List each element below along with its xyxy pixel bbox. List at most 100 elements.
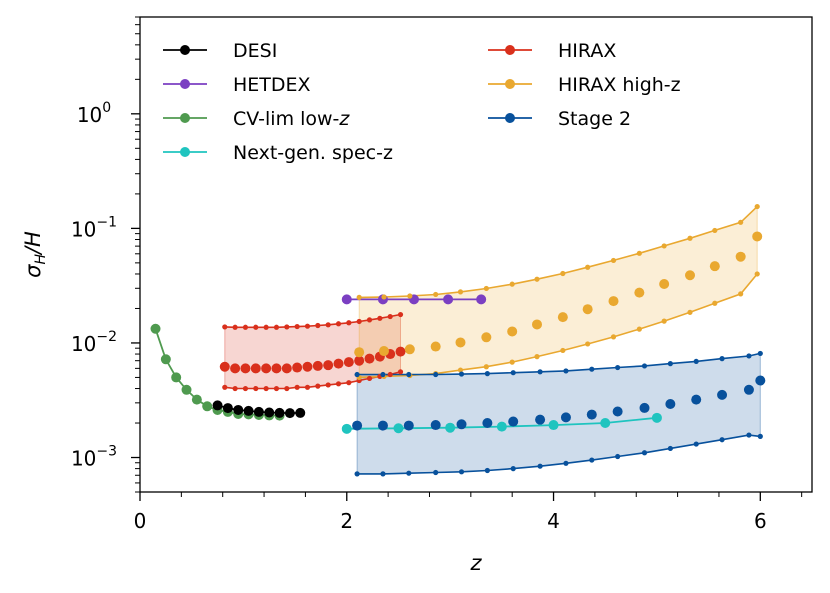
hirax-high-z-point bbox=[685, 270, 696, 281]
stage-2-band-upper-point bbox=[641, 363, 648, 369]
hirax-point bbox=[323, 360, 334, 371]
stage-2-band-upper-point bbox=[510, 370, 516, 376]
hetdex-point bbox=[443, 294, 454, 305]
desi-point bbox=[284, 408, 295, 419]
hirax-high-z-band-lower-point bbox=[483, 364, 489, 370]
hirax-high-z-point bbox=[752, 231, 763, 242]
legend-hirax-label: HIRAX bbox=[558, 40, 616, 62]
hirax-high-z-point bbox=[634, 287, 645, 298]
hirax-band-upper-point bbox=[335, 321, 342, 327]
hirax-high-z-point bbox=[404, 344, 415, 355]
x-tick-label: 6 bbox=[754, 509, 767, 533]
axis-tick-labels: 0 2 4 6 100 10−1 10−2 10−3 bbox=[71, 100, 767, 533]
legend-hirax-high-z-label: HIRAX high-z bbox=[558, 74, 681, 96]
hirax-point bbox=[261, 363, 272, 374]
legend-hirax-marker bbox=[505, 45, 515, 55]
stage-2-point bbox=[377, 420, 388, 431]
hirax-high-z-band-lower-point bbox=[457, 367, 464, 373]
stage-2-band-upper-point bbox=[563, 368, 569, 374]
hirax-high-z-band-lower-point bbox=[636, 326, 642, 332]
hirax-high-z-band-upper-point bbox=[712, 227, 718, 234]
hirax-band-upper-point bbox=[387, 313, 393, 320]
desi-point bbox=[233, 404, 244, 415]
hirax-band-upper-point bbox=[325, 322, 331, 328]
hirax-high-z-point bbox=[659, 278, 670, 289]
hirax-point bbox=[271, 363, 282, 374]
hirax-high-z-band-lower-point bbox=[754, 271, 760, 277]
x-tick-label: 2 bbox=[340, 509, 353, 533]
desi-point bbox=[222, 403, 233, 414]
x-tick-label: 4 bbox=[547, 509, 560, 533]
stage-2-point bbox=[691, 394, 702, 405]
hirax-band-lower-point bbox=[294, 384, 300, 390]
hirax-high-z-point bbox=[709, 261, 720, 272]
x-axis-label: z bbox=[469, 551, 482, 575]
stage-2-band-lower-point bbox=[667, 445, 673, 452]
plot-frame bbox=[139, 16, 813, 493]
hirax-band-upper-point bbox=[284, 324, 290, 330]
hirax-high-z-band-upper-point bbox=[457, 289, 464, 295]
stage-2-point bbox=[586, 409, 597, 420]
hirax-high-z-point bbox=[481, 332, 492, 343]
axis-ticks bbox=[131, 16, 803, 501]
legend-desi-label: DESI bbox=[233, 40, 277, 62]
desi-point bbox=[264, 407, 275, 418]
next-gen-spec-z-point bbox=[445, 422, 456, 433]
cv-lim-low-z-point bbox=[191, 394, 202, 405]
hirax-high-z-point bbox=[430, 341, 441, 352]
hirax-band-lower-point bbox=[325, 382, 331, 388]
hirax-high-z-point bbox=[507, 326, 518, 337]
legend-next-gen-spec-z-label: Next-gen. spec-z bbox=[233, 142, 393, 164]
legend-cv-lim-low-z-label: CV-lim low-z bbox=[233, 108, 350, 130]
stage-2-band-lower-point bbox=[719, 437, 725, 443]
hirax-point bbox=[312, 360, 323, 371]
stage-2-band-lower-point bbox=[484, 467, 490, 474]
hirax-band-lower-point bbox=[273, 385, 280, 392]
cv-lim-low-z-point bbox=[171, 372, 182, 383]
hirax-band-upper-point bbox=[377, 315, 383, 321]
hirax-band-lower-point bbox=[315, 383, 321, 389]
hirax-high-z-point bbox=[608, 296, 619, 307]
y-tick-label: 10−1 bbox=[71, 214, 117, 241]
desi-point bbox=[253, 406, 264, 417]
legend-next-gen-spec-z-marker bbox=[180, 147, 190, 157]
next-gen-spec-z-point bbox=[496, 421, 507, 432]
hirax-high-z-band-upper-point bbox=[534, 276, 540, 282]
stage-2-band-lower-point bbox=[537, 463, 543, 469]
hirax-high-z-band-lower-point bbox=[610, 334, 617, 340]
cv-lim-low-z-point bbox=[202, 401, 213, 412]
hirax-high-z-band-lower-point bbox=[687, 309, 693, 315]
stage-2-point bbox=[755, 375, 766, 386]
legend-stage-2-label: Stage 2 bbox=[558, 108, 631, 130]
legend: DESI HETDEX CV-lim low-z Next-gen. spec-z HI… bbox=[163, 40, 681, 164]
stage-2-band-lower-point bbox=[354, 471, 360, 477]
hirax-high-z-band-upper-point bbox=[738, 219, 744, 225]
hirax-band-upper-point bbox=[253, 324, 259, 330]
y-tick-label: 10−2 bbox=[71, 329, 117, 356]
stage-2-band-lower-point bbox=[563, 460, 569, 466]
hirax-high-z-band-upper-point bbox=[636, 250, 642, 256]
hirax-high-z-band-upper-point bbox=[483, 285, 489, 292]
stage-2-point bbox=[560, 412, 571, 423]
next-gen-spec-z-point bbox=[548, 420, 559, 431]
hirax-band-lower-point bbox=[346, 380, 352, 386]
hirax-point bbox=[240, 363, 251, 374]
next-gen-spec-z-point bbox=[393, 423, 404, 434]
next-gen-spec-z-point bbox=[341, 423, 352, 434]
hirax-band-upper-point bbox=[232, 324, 238, 330]
stage-2-point bbox=[639, 402, 650, 413]
stage-2-band-lower-point bbox=[746, 432, 752, 438]
hirax-point bbox=[343, 357, 354, 368]
hirax-high-z-point bbox=[378, 346, 389, 357]
stage-2-band-upper-point bbox=[719, 356, 725, 362]
stage-2-point bbox=[535, 414, 546, 425]
hirax-high-z-band-upper-point bbox=[754, 203, 760, 210]
stage-2-band-upper-point bbox=[458, 371, 465, 377]
hirax-point bbox=[292, 362, 303, 373]
stage-2-point bbox=[456, 419, 467, 430]
stage-2-band-lower-point bbox=[589, 457, 595, 463]
hirax-point bbox=[364, 353, 375, 364]
stage-2-band-lower-point bbox=[380, 471, 386, 477]
stage-2-band-upper-point bbox=[693, 358, 699, 365]
hirax-point bbox=[281, 363, 292, 374]
